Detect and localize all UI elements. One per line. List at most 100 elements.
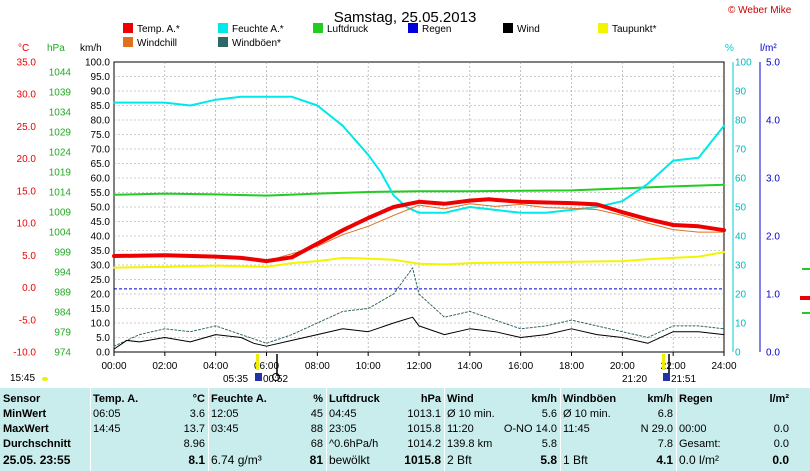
stats-cell-label: Gesamt: (679, 438, 721, 450)
stats-cell: Gesamt: 0.0 (679, 438, 789, 452)
pressure-tick-label: 974 (54, 348, 71, 359)
stats-cell: 00:00 0.0 (679, 423, 789, 437)
stats-cell-value: 5.6 (541, 408, 557, 420)
stats-cell: 14:45 13.7 (93, 423, 205, 437)
x-axis-ticks: 00:00 02:00 04:00 06:00 08:00 10:00 12:00 14:00… (101, 352, 737, 372)
humidity-tick-label: 20 (735, 290, 747, 301)
stats-cell-value: 45 (310, 408, 323, 420)
pressure-tick-label: 1004 (49, 228, 72, 239)
series-feuchte-a (113, 95, 725, 214)
stats-cell: 6.74 g/m³ 81 (211, 453, 323, 467)
series-windb-en (113, 267, 725, 347)
series-wind (113, 316, 725, 350)
stats-column-title: Regen (679, 393, 713, 405)
x-tick-label: 22:00 (661, 361, 686, 372)
legend: Temp. A.* Feuchte A.* Luftdruck Regen Wind Ta… (123, 23, 657, 49)
wind-tick-label: 45.0 (91, 217, 111, 228)
pressure-tick-label: 1039 (49, 88, 72, 99)
stats-cell-label: 04:45 (329, 408, 357, 420)
humidity-tick-label: 0 (735, 348, 741, 359)
stats-cell-label: 1 Bft (563, 453, 588, 467)
temp-tick-label: 10.0 (17, 219, 37, 230)
wind-tick-label: 80.0 (91, 116, 111, 127)
stats-cell-value: 88 (310, 423, 323, 435)
stats-cell-value: 6.8 (657, 408, 673, 420)
rain-tick-label: 1.0 (766, 290, 780, 301)
legend-label: Feuchte A.* (232, 24, 284, 35)
stats-cell: 8.1 (93, 453, 205, 467)
humidity-tick-label: 10 (735, 319, 747, 330)
temp-tick-label: 30.0 (17, 90, 37, 101)
legend-label: Windböen* (232, 38, 281, 49)
stats-column-unit: km/h (647, 393, 673, 405)
legend-swatch (503, 23, 513, 33)
stats-cell-value: 0.0 (773, 423, 789, 435)
stats-column-6: Regen l/m² 00:00 0.0 Gesamt: 0.0 0.0 l/m² 0.0 (676, 388, 792, 471)
stats-divider (444, 388, 445, 471)
stats-cell: 12:05 45 (211, 408, 323, 422)
stats-cell-value: 5.8 (540, 453, 557, 467)
edge-pressure-mark (802, 268, 810, 270)
wind-tick-label: 5.0 (96, 333, 110, 344)
stats-cell-value: 1015.8 (407, 423, 441, 435)
stats-cell: Ø 10 min. 6.8 (563, 408, 673, 422)
stats-table: Sensor MinWert MaxWert Durchschnitt 25.0… (0, 388, 810, 471)
legend-label: Temp. A.* (137, 24, 180, 35)
stats-labels-column: Sensor MinWert MaxWert Durchschnitt 25.0… (0, 388, 90, 471)
sun-icon (255, 373, 262, 381)
humidity-unit: % (725, 43, 734, 54)
pressure-tick-label: 1014 (49, 188, 72, 199)
pressure-tick-label: 984 (54, 308, 71, 319)
stats-cell: 11:45 N 29.0 (563, 423, 673, 437)
stats-cell-label: 23:05 (329, 423, 357, 435)
stats-column-header: Regen l/m² (679, 393, 789, 407)
stats-column-header: Feuchte A.% (211, 393, 323, 407)
wind-tick-label: 90.0 (91, 87, 111, 98)
stats-cell-label: Ø 10 min. (563, 408, 611, 420)
humidity-tick-label: 90 (735, 87, 747, 98)
weather-chart: Samstag, 25.05.2013 © Weber Mike Temp. A… (10, 5, 810, 385)
humidity-tick-label: 70 (735, 145, 747, 156)
stats-cell-value: 13.7 (183, 423, 205, 435)
stats-column-header: Temp. A. °C (93, 393, 205, 407)
x-tick-label: 02:00 (152, 361, 177, 372)
rain-tick-label: 4.0 (766, 116, 780, 127)
temp-tick-label: 0.0 (22, 283, 36, 294)
stats-cell-label: 06:05 (93, 408, 121, 420)
stats-column-2: Feuchte A.% 12:05 45 03:45 88 68 6.74 g/m³ 81 (208, 388, 326, 471)
row-label-min: MinWert (3, 408, 47, 420)
sun-indicator-icon (42, 377, 48, 381)
humidity-tick-label: 60 (735, 174, 747, 185)
x-tick-label: 20:00 (610, 361, 635, 372)
stats-column-4: Wind km/h Ø 10 min. 5.6 11:20 O-NO 14.0 139.8 … (444, 388, 560, 471)
stats-cell-label: ^0.6hPa/h (329, 438, 379, 450)
legend-swatch (598, 23, 608, 33)
pressure-tick-label: 1009 (49, 208, 72, 219)
stats-column-unit: km/h (531, 393, 557, 405)
stats-column-title: Luftdruck (329, 393, 380, 405)
stats-column-header: Luftdruck hPa (329, 393, 441, 407)
stats-cell-label: bewölkt (329, 453, 370, 467)
stats-cell-value: 0.0 (772, 453, 789, 467)
stats-cell: 1 Bft 4.1 (563, 453, 673, 467)
temp-unit: °C (18, 43, 29, 54)
x-tick-label: 14:00 (457, 361, 482, 372)
stats-cell-value: 8.96 (183, 438, 205, 450)
stats-cell-label: Ø 10 min. (447, 408, 495, 420)
x-tick-label: 18:00 (559, 361, 584, 372)
stats-cell: 68 (211, 438, 323, 452)
stats-divider (208, 388, 209, 471)
stats-divider (90, 388, 91, 471)
x-tick-label: 10:00 (356, 361, 381, 372)
sunrise-time: 05:35 (223, 374, 248, 385)
sunset-marker (662, 354, 665, 370)
stats-column-5: Windböen km/h Ø 10 min. 6.8 11:45 N 29.0 7.8 1 … (560, 388, 676, 471)
stats-cell-label: 6.74 g/m³ (211, 453, 262, 467)
stats-column-3: Luftdruck hPa 04:45 1013.1 23:05 1015.8 ^0.6hP… (326, 388, 444, 471)
moonrise-time: 00:52 (263, 374, 288, 385)
legend-swatch (313, 23, 323, 33)
edge-temp-mark (800, 296, 810, 300)
stats-column-unit: l/m² (769, 393, 789, 405)
stats-column-unit: °C (192, 393, 205, 405)
chart-title: Samstag, 25.05.2013 (334, 9, 477, 26)
